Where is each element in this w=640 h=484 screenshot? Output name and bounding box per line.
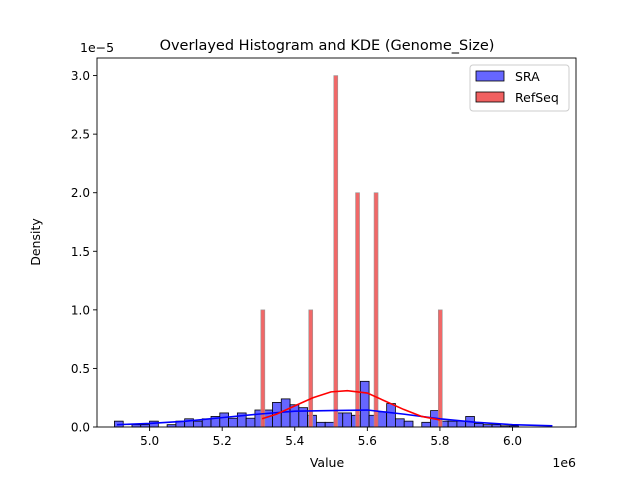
sra-kde-line [116,409,553,427]
legend-swatch-refseq [475,91,505,103]
plot-area [114,75,553,428]
sra-histogram-bar [193,420,203,428]
sra-histogram-bar [456,420,467,428]
y-tick-label: 3.0 [71,69,90,83]
y-tick-label: 0.0 [71,421,90,435]
sra-histogram-bar [395,418,405,428]
y-tick-label: 0.5 [71,362,90,376]
refseq-histogram-bar [260,309,266,428]
legend: SRA RefSeq [469,64,570,112]
sra-histogram-bar [315,421,326,428]
sra-histogram-bar [377,411,388,428]
sra-histogram-bar [421,421,431,428]
sra-histogram-bar [219,412,229,428]
x-axis-label: Value [310,455,345,470]
sra-histogram-bar [324,421,335,428]
sra-histogram-bar [403,420,414,428]
chart-title: Overlayed Histogram and KDE (Genome_Size… [160,38,495,54]
sra-histogram-bar [474,423,484,428]
sra-histogram-bar [447,420,458,428]
refseq-histogram-bar [437,309,443,428]
plot-frame [96,57,577,428]
y-tick-label: 2.5 [71,128,90,142]
x-tick-label: 5.4 [285,434,304,448]
axes: 5.0 5.2 5.4 5.6 5.8 6.0 0.0 0.5 1.0 1.5 2.0 2.5 3.0 [71,57,577,448]
x-tick-label: 5.0 [140,434,159,448]
x-tick-label: 5.8 [430,434,449,448]
y-tick-label: 2.0 [71,186,90,200]
sra-histogram-bar [359,380,370,428]
sra-histogram-bar [342,412,352,428]
refseq-kde-line [261,389,441,421]
sra-histogram-bar [245,417,256,428]
legend-label-sra: SRA [515,69,540,84]
refseq-histogram-bar [308,309,314,428]
refseq-histogram-bar [373,192,379,428]
x-offset-label: 1e6 [552,455,576,470]
x-tick-label: 5.2 [213,434,232,448]
legend-swatch-sra [475,70,505,82]
x-tick-label: 5.6 [358,434,377,448]
sra-histogram-bar [386,403,396,428]
y-offset-label: 1e−5 [80,40,114,55]
y-axis-label: Density [28,218,43,266]
sra-histogram-bar [228,417,238,428]
y-tick-label: 1.0 [71,303,90,317]
refseq-histogram-bar [333,75,339,428]
legend-label-refseq: RefSeq [515,90,559,105]
x-tick-label: 6.0 [503,434,522,448]
y-tick-label: 1.5 [71,245,90,259]
